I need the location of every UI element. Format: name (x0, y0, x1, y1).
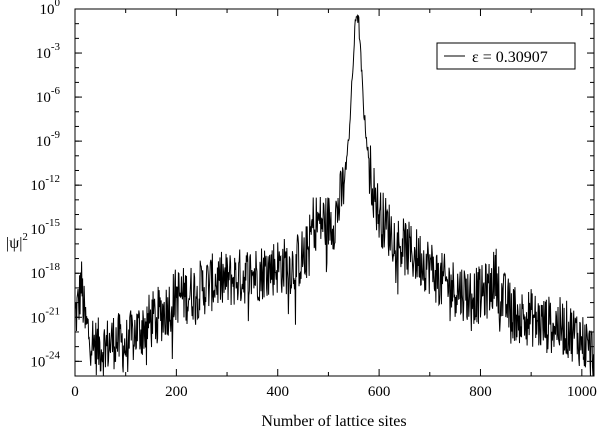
y-tick-label: 10-3 (36, 41, 61, 62)
series-layer (74, 13, 595, 377)
x-axis-ticks: 0 200 400 600 800 1000 (71, 9, 597, 400)
x-tick-label: 1000 (567, 384, 597, 400)
y-tick-label: 100 (40, 0, 61, 18)
y-tick-label: 10-6 (36, 85, 61, 106)
y-tick-label: 10-21 (30, 305, 60, 326)
plot-frame (74, 8, 595, 377)
x-tick-label: 200 (165, 384, 188, 400)
x-tick-label: 800 (469, 384, 492, 400)
y-axis-ticks: 100 10-3 10-6 10-9 10-12 10-15 10-18 10-21 10-24 (30, 0, 594, 370)
y-tick-label: 10-18 (30, 261, 60, 282)
x-tick-label: 0 (71, 384, 79, 400)
x-tick-label: 400 (266, 384, 289, 400)
y-tick-label: 10-24 (30, 349, 60, 370)
x-tick-label: 600 (368, 384, 391, 400)
legend: ε = 0.30907 (436, 42, 576, 70)
y-axis-label-base: |ψ| (6, 235, 22, 252)
y-axis-label: |ψ|2 (6, 231, 28, 252)
legend-label: ε = 0.30907 (472, 49, 548, 66)
y-axis-label-exponent: 2 (22, 231, 28, 243)
series-line (74, 13, 595, 377)
y-tick-label: 10-9 (36, 129, 61, 150)
x-axis-label: Number of lattice sites (261, 413, 406, 430)
svg-text:|ψ|2: |ψ|2 (6, 231, 28, 252)
y-tick-label: 10-12 (30, 173, 60, 194)
y-tick-label: 10-15 (30, 217, 60, 238)
